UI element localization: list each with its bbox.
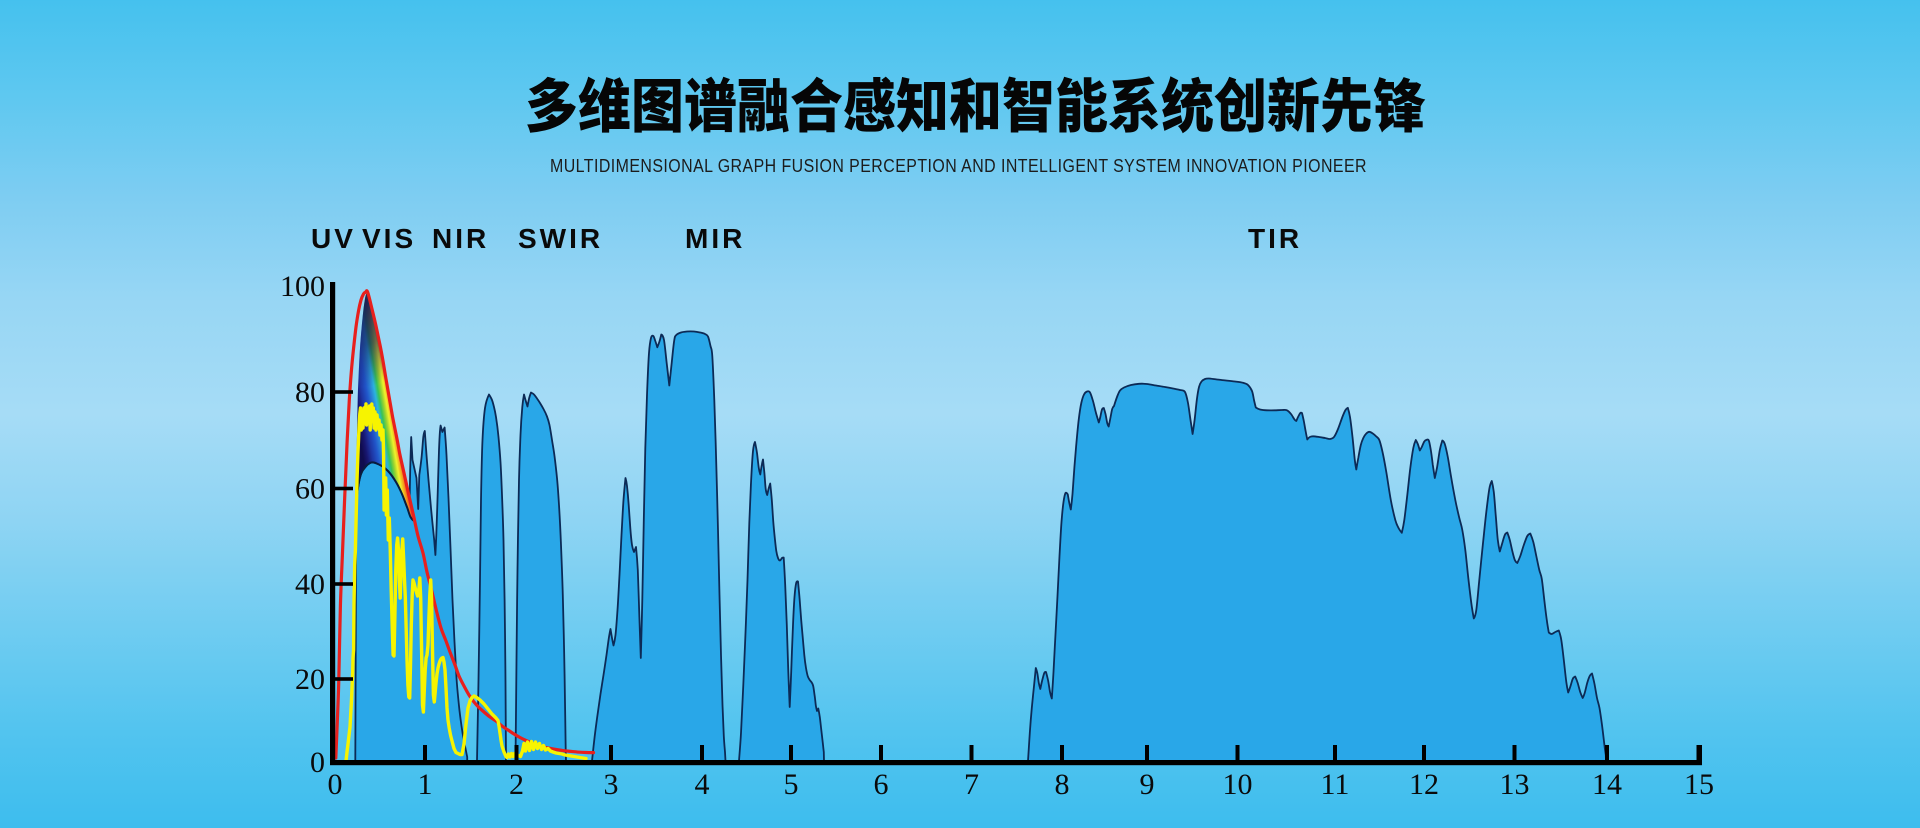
svg-text:14: 14 <box>1592 768 1622 801</box>
svg-text:3: 3 <box>604 768 619 801</box>
svg-text:100: 100 <box>280 270 325 303</box>
svg-text:7: 7 <box>964 768 979 801</box>
svg-text:20: 20 <box>295 663 325 696</box>
svg-text:80: 80 <box>295 376 325 409</box>
svg-text:2: 2 <box>509 768 524 801</box>
svg-text:40: 40 <box>295 568 325 601</box>
svg-text:0: 0 <box>328 768 343 801</box>
svg-text:0: 0 <box>310 746 325 779</box>
svg-text:13: 13 <box>1500 768 1530 801</box>
svg-text:6: 6 <box>874 768 889 801</box>
svg-text:10: 10 <box>1223 768 1253 801</box>
svg-text:4: 4 <box>695 768 710 801</box>
svg-text:60: 60 <box>295 473 325 506</box>
svg-text:5: 5 <box>784 768 799 801</box>
svg-text:1: 1 <box>418 768 433 801</box>
svg-text:9: 9 <box>1140 768 1155 801</box>
svg-text:12: 12 <box>1409 768 1439 801</box>
svg-text:11: 11 <box>1321 768 1350 801</box>
svg-text:15: 15 <box>1684 768 1714 801</box>
svg-text:8: 8 <box>1055 768 1070 801</box>
